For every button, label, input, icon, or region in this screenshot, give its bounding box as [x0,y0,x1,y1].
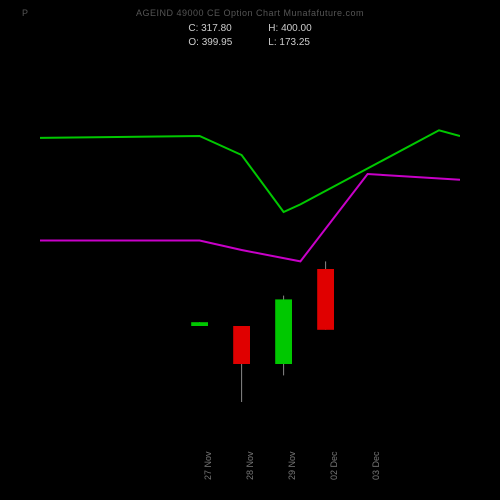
ohlc-c-label: C: [188,23,198,34]
ohlc-o-value: 399.95 [202,37,233,48]
x-axis-label: 28 Nov [245,451,255,480]
ohlc-h-label: H: [268,23,278,34]
candle-body [233,326,250,364]
ohlc-l-value: 173.25 [279,37,310,48]
chart-plot-area [40,60,460,440]
ohlc-readout: C: 317.80 O: 399.95 H: 400.00 L: 173.25 [0,22,500,50]
candle-body [191,322,208,326]
ohlc-l-label: L: [268,37,276,48]
x-axis-label: 27 Nov [203,451,213,480]
title-main: AGEIND 49000 CE Option Chart Munafafutur… [136,8,364,18]
candle-body [275,299,292,364]
ohlc-o-label: O: [188,37,199,48]
x-axis-label: 02 Dec [329,451,339,480]
chart-container: { "header": { "left_marker": "P", "title… [0,0,500,500]
lower-band-line [40,174,460,261]
upper-band-line [40,130,460,212]
chart-title-row: P AGEIND 49000 CE Option Chart Munafafut… [0,8,500,18]
ohlc-h-value: 400.00 [281,23,312,34]
candle-body [317,269,334,330]
x-axis-label: 03 Dec [371,451,381,480]
ohlc-c-value: 317.80 [201,23,232,34]
x-axis-labels: 27 Nov 28 Nov 29 Nov 02 Dec 03 Dec [40,442,460,482]
chart-svg [40,60,460,440]
title-left-marker: P [22,8,29,18]
x-axis-label: 29 Nov [287,451,297,480]
